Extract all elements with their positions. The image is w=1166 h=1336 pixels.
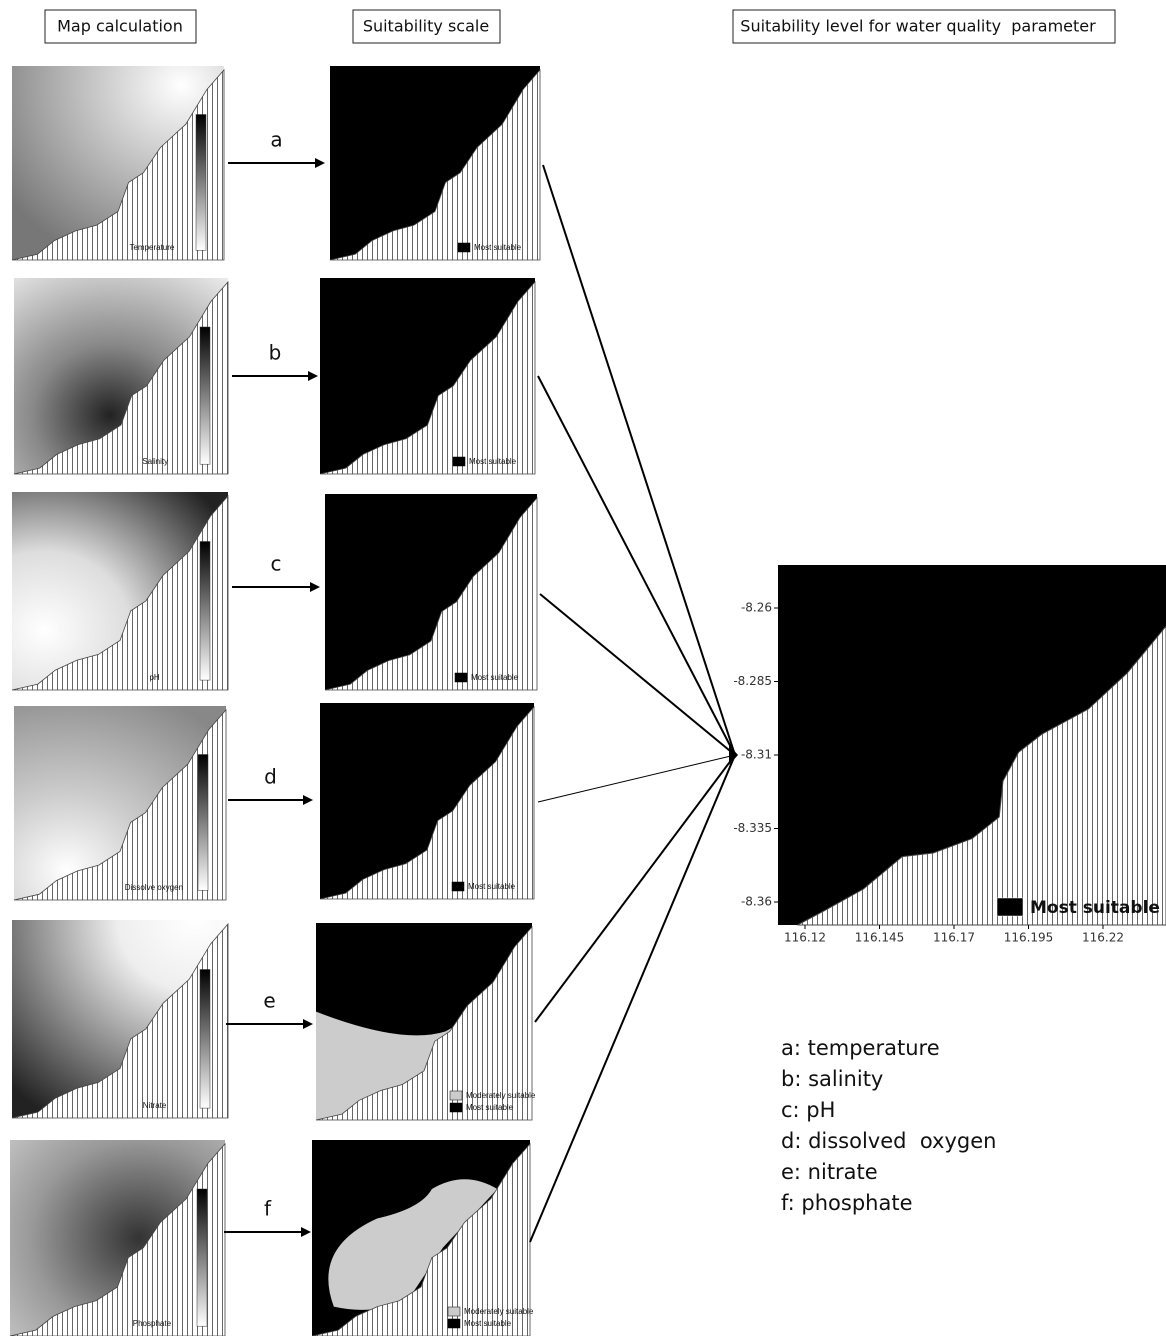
y-tick-label: -8.335: [733, 821, 772, 835]
arrow-head: [303, 795, 313, 805]
legend-swatch: [453, 457, 465, 466]
header: Suitability level for water quality para…: [740, 17, 1096, 36]
key-item: b: salinity: [781, 1067, 883, 1091]
map-label: Temperature: [129, 243, 174, 252]
x-tick-label: 116.12: [784, 931, 826, 945]
map-label: Salinity: [142, 457, 168, 466]
legend-swatch: [997, 898, 1023, 916]
legend-swatch: [455, 673, 467, 682]
legend-label: Moderately suitable: [466, 1091, 536, 1100]
header: Map calculation: [57, 17, 183, 36]
legend-label: Moderately suitable: [464, 1307, 534, 1316]
arrow-head: [308, 371, 318, 381]
x-tick-label: 116.17: [933, 931, 975, 945]
x-tick-label: 116.195: [1004, 931, 1054, 945]
y-tick-label: -8.285: [733, 674, 772, 688]
map-label: pH: [149, 673, 159, 682]
connector: [543, 165, 735, 755]
legend-swatch: [450, 1091, 462, 1100]
legend-label: Most suitable: [466, 1103, 514, 1112]
arrow-head: [315, 158, 325, 168]
step-letter: a: [270, 128, 282, 152]
map-label: Dissolve oxygen: [125, 883, 183, 892]
y-tick-label: -8.26: [741, 601, 772, 615]
legend-label: Most suitable: [474, 243, 522, 252]
connector: [540, 594, 735, 755]
arrow-head: [301, 1227, 311, 1237]
header: Suitability scale: [363, 17, 489, 36]
key-item: c: pH: [781, 1098, 835, 1122]
key-item: e: nitrate: [781, 1160, 878, 1184]
legend-label: Most suitable: [468, 882, 516, 891]
map-scale-bar: [200, 542, 210, 681]
legend-swatch: [452, 882, 464, 891]
step-letter: e: [263, 989, 275, 1013]
key-item: f: phosphate: [781, 1191, 913, 1215]
x-tick-label: 116.22: [1082, 931, 1124, 945]
legend-label: Most suitable: [469, 457, 517, 466]
connector: [538, 376, 735, 755]
connector: [530, 755, 735, 1242]
step-letter: d: [264, 765, 277, 789]
legend-label: Most suitable: [1030, 898, 1160, 918]
arrow-head: [310, 582, 320, 592]
map-scale-bar: [198, 755, 208, 891]
legend-swatch: [448, 1319, 460, 1328]
legend-swatch: [458, 243, 470, 252]
diagram: Map calculation Suitability scale Suitab…: [0, 0, 1166, 1336]
arrow-head: [303, 1019, 313, 1029]
legend-swatch: [448, 1307, 460, 1316]
key-item: d: dissolved oxygen: [781, 1129, 996, 1153]
step-letter: f: [264, 1197, 272, 1221]
step-letter: b: [269, 341, 282, 365]
map-label: Phosphate: [133, 1319, 172, 1328]
map-scale-bar: [196, 115, 206, 251]
map-scale-bar: [200, 970, 210, 1109]
step-letter: c: [271, 552, 282, 576]
legend-label: Most suitable: [464, 1319, 512, 1328]
map-scale-bar: [197, 1189, 207, 1326]
legend-label: Most suitable: [471, 673, 519, 682]
x-tick-label: 116.145: [855, 931, 905, 945]
y-tick-label: -8.36: [741, 895, 772, 909]
map-scale-bar: [200, 327, 210, 464]
key-item: a: temperature: [781, 1036, 940, 1060]
legend-swatch: [450, 1103, 462, 1112]
y-tick-label: -8.31: [741, 748, 772, 762]
map-label: Nitrate: [143, 1101, 167, 1110]
